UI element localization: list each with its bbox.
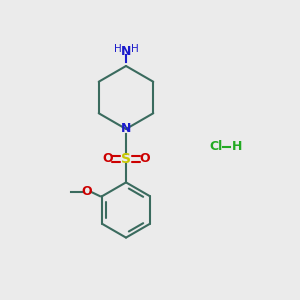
Text: N: N [121, 45, 131, 58]
Text: H: H [130, 44, 138, 54]
Text: N: N [121, 122, 131, 136]
Text: H: H [114, 44, 122, 54]
Text: O: O [139, 152, 150, 166]
Text: O: O [82, 185, 92, 198]
Text: S: S [121, 152, 131, 166]
Text: Cl: Cl [209, 140, 223, 154]
Text: O: O [102, 152, 113, 166]
Text: H: H [232, 140, 242, 154]
